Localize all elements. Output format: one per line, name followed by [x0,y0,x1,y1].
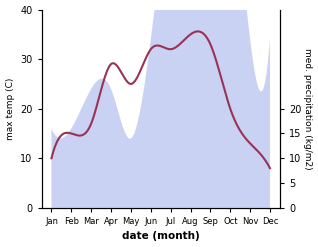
Y-axis label: med. precipitation (kg/m2): med. precipitation (kg/m2) [303,48,313,169]
Y-axis label: max temp (C): max temp (C) [5,78,15,140]
X-axis label: date (month): date (month) [122,231,200,242]
